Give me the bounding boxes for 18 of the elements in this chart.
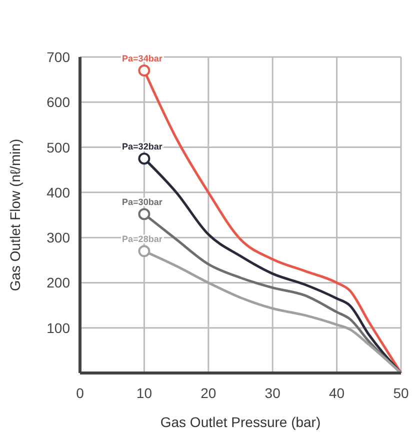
x-tick-label: 20 xyxy=(200,385,216,401)
series-label: Pa=34bar xyxy=(122,54,163,64)
x-axis-title: Gas Outlet Pressure (bar) xyxy=(160,414,321,430)
y-tick-label: 400 xyxy=(46,184,70,200)
x-tick-label: 30 xyxy=(264,385,281,401)
series-label: Pa=30bar xyxy=(122,197,163,208)
series-label: Pa=32bar xyxy=(122,142,163,152)
x-tick-label: 0 xyxy=(76,385,84,401)
y-tick-label: 500 xyxy=(46,139,70,156)
y-tick-label: 700 xyxy=(46,49,70,65)
x-tick-label: 10 xyxy=(136,385,152,401)
y-tick-label: 300 xyxy=(46,230,70,246)
y-tick-label: 600 xyxy=(46,94,70,110)
x-tick-label: 50 xyxy=(393,385,409,401)
y-axis-title: Gas Outlet Flow (nℓ/min) xyxy=(7,138,23,292)
y-tick-label: 100 xyxy=(46,320,70,336)
x-tick-label: 40 xyxy=(329,385,345,401)
y-tick-label: 200 xyxy=(46,274,70,291)
